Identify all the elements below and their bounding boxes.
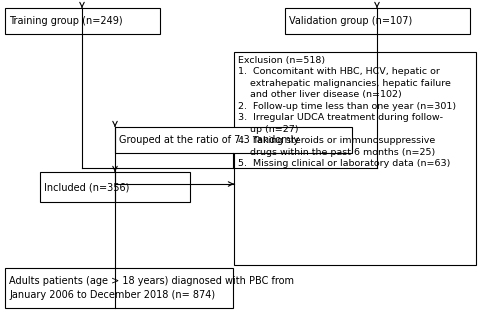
Text: Training group (n=249): Training group (n=249) xyxy=(9,16,122,26)
Text: Exclusion (n=518)
1.  Concomitant with HBC, HCV, hepatic or
    extrahepatic mal: Exclusion (n=518) 1. Concomitant with HB… xyxy=(238,56,456,168)
Bar xyxy=(5,268,233,308)
Bar xyxy=(115,127,352,153)
Text: Adults patients (age > 18 years) diagnosed with PBC from
January 2006 to Decembe: Adults patients (age > 18 years) diagnos… xyxy=(9,276,294,300)
Bar xyxy=(234,52,476,265)
Bar xyxy=(285,8,470,34)
Text: Included (n=356): Included (n=356) xyxy=(44,182,130,192)
Text: Validation group (n=107): Validation group (n=107) xyxy=(289,16,412,26)
Text: Grouped at the ratio of 7:3 randomly: Grouped at the ratio of 7:3 randomly xyxy=(119,135,299,145)
Bar xyxy=(40,172,190,202)
Bar xyxy=(5,8,160,34)
